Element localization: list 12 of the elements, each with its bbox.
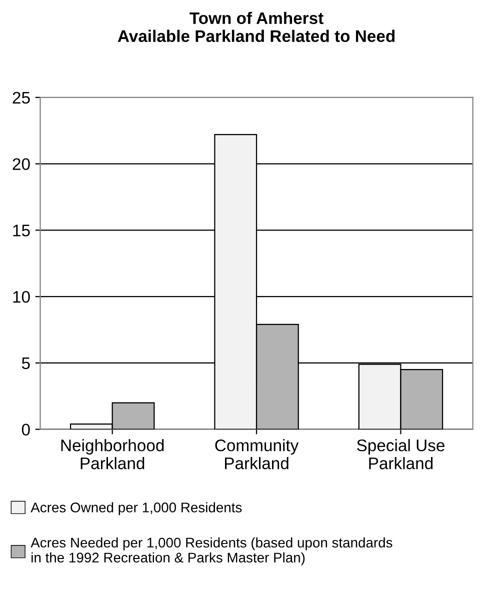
chart-title: Town of Amherst Available Parkland Related to Need (118, 12, 395, 42)
y-tick-label: 0 (22, 424, 30, 436)
y-tick-label: 15 (13, 224, 30, 236)
x-tick-label: Neighborhood Parkland (61, 439, 164, 470)
legend-label: Acres Owned per 1,000 Residents (30, 502, 242, 516)
legend-label: Acres Needed per 1,000 Residents (based upon standards in the 1992 Recreation & Parks Master Plan) (30, 537, 392, 566)
x-tick-label: Community Parkland (215, 439, 299, 470)
y-tick-label: 10 (13, 290, 30, 303)
y-tick-label: 25 (12, 92, 30, 104)
y-tick-label: 5 (22, 358, 30, 370)
x-tick-label: Special Use Parkland (357, 439, 444, 470)
y-tick-label: 20 (12, 158, 30, 170)
